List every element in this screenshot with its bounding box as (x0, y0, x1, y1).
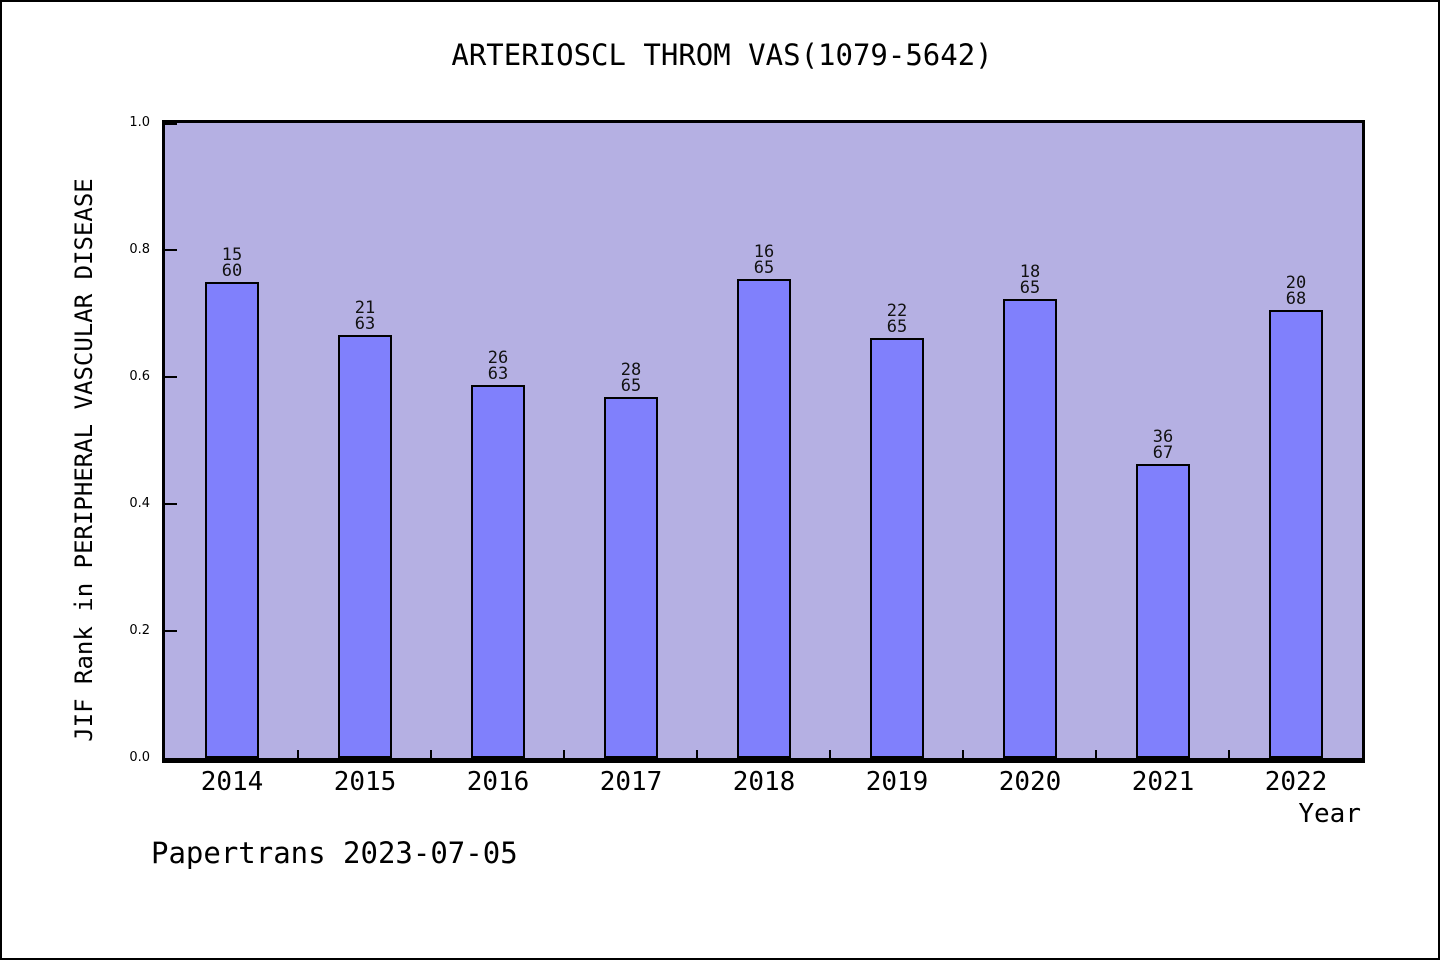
bar-rank: 36 (1152, 427, 1174, 447)
bar-2019 (870, 338, 924, 758)
x-tick-label-2019: 2019 (865, 767, 929, 797)
y-tick-mark (165, 630, 177, 632)
x-tick-label-2017: 2017 (599, 767, 663, 797)
y-tick-mark (165, 123, 177, 125)
x-minor-tick (829, 750, 831, 758)
x-minor-tick (430, 750, 432, 758)
bar-rank: 21 (354, 298, 376, 318)
x-minor-tick (962, 750, 964, 758)
bar-total: 60 (221, 261, 243, 281)
y-tick-mark (165, 376, 177, 378)
bar-annotation-2021: 36 67 (1118, 427, 1208, 463)
bar-rank: 22 (886, 301, 908, 321)
x-minor-tick (1228, 750, 1230, 758)
bar-annotation-2022: 20 68 (1251, 273, 1341, 309)
x-tick-label-2016: 2016 (466, 767, 530, 797)
bar-rank: 15 (221, 245, 243, 265)
bar-total: 65 (1019, 278, 1041, 298)
bar-2014 (205, 282, 259, 758)
x-tick-label-2015: 2015 (333, 767, 397, 797)
x-minor-tick (696, 750, 698, 758)
bar-rank: 28 (620, 360, 642, 380)
y-axis-title: JIF Rank in PERIPHERAL VASCULAR DISEASE (70, 178, 98, 742)
bar-rank: 16 (753, 242, 775, 262)
bar-annotation-2017: 28 65 (586, 360, 676, 396)
footer-note: Papertrans 2023-07-05 (151, 836, 518, 870)
x-tick-label-2021: 2021 (1131, 767, 1195, 797)
bar-2022 (1269, 310, 1323, 758)
y-tick-label-0.4: 0.4 (129, 496, 150, 511)
bar-annotation-2015: 21 63 (320, 298, 410, 334)
bar-total: 63 (354, 314, 376, 334)
x-tick-label-2022: 2022 (1264, 767, 1328, 797)
bar-2021 (1136, 464, 1190, 758)
y-tick-label-0.2: 0.2 (129, 623, 150, 638)
bar-annotation-2018: 16 65 (719, 242, 809, 278)
plot-area: 15 60 21 63 26 63 28 65 16 65 22 65 18 65 36 67 20 68 (162, 120, 1365, 763)
bar-2018 (737, 279, 791, 758)
bar-total: 65 (886, 317, 908, 337)
bar-2015 (338, 335, 392, 758)
x-minor-tick (1095, 750, 1097, 758)
bar-annotation-2019: 22 65 (852, 301, 942, 337)
bar-2016 (471, 385, 525, 758)
y-tick-mark (165, 249, 177, 251)
bar-annotation-2014: 15 60 (187, 245, 277, 281)
y-tick-label-0.8: 0.8 (129, 242, 150, 257)
x-minor-tick (297, 750, 299, 758)
bar-annotation-2016: 26 63 (453, 348, 543, 384)
bar-rank: 20 (1285, 273, 1307, 293)
bar-rank: 18 (1019, 262, 1041, 282)
bar-total: 68 (1285, 289, 1307, 309)
x-axis-title: Year (1298, 799, 1361, 829)
bar-annotation-2020: 18 65 (985, 262, 1075, 298)
y-tick-label-0.6: 0.6 (129, 369, 150, 384)
bar-rank: 26 (487, 348, 509, 368)
bar-total: 63 (487, 364, 509, 384)
y-tick-mark (165, 503, 177, 505)
x-tick-label-2018: 2018 (732, 767, 796, 797)
y-tick-label-0.0: 0.0 (129, 750, 150, 765)
x-tick-label-2020: 2020 (998, 767, 1062, 797)
bar-total: 65 (620, 376, 642, 396)
bar-2017 (604, 397, 658, 758)
x-minor-tick (563, 750, 565, 758)
x-tick-label-2014: 2014 (200, 767, 264, 797)
bar-2020 (1003, 299, 1057, 758)
bar-total: 67 (1152, 443, 1174, 463)
chart-title: ARTERIOSCL THROM VAS(1079-5642) (451, 38, 993, 72)
bar-total: 65 (753, 258, 775, 278)
y-tick-label-1.0: 1.0 (129, 115, 150, 130)
